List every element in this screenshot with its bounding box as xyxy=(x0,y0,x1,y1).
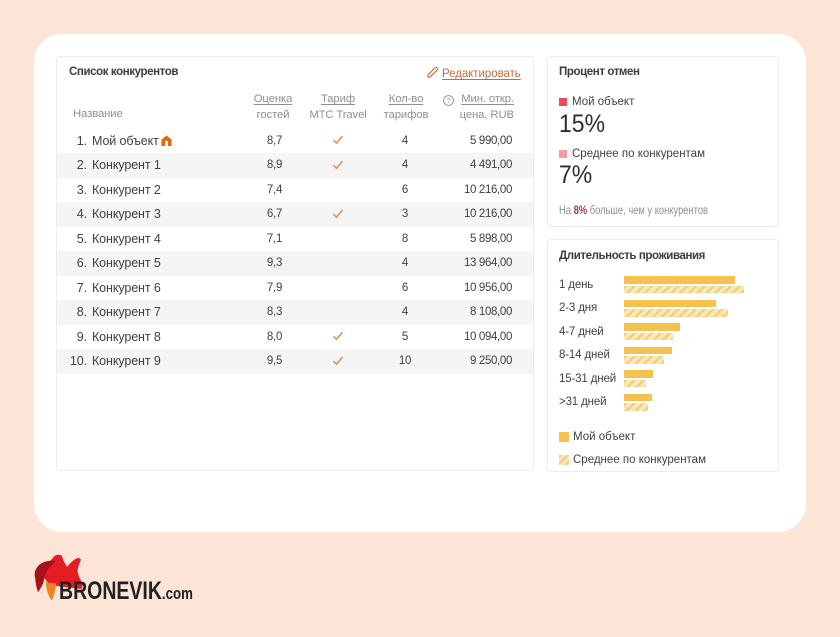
svg-text:?: ? xyxy=(446,96,450,105)
